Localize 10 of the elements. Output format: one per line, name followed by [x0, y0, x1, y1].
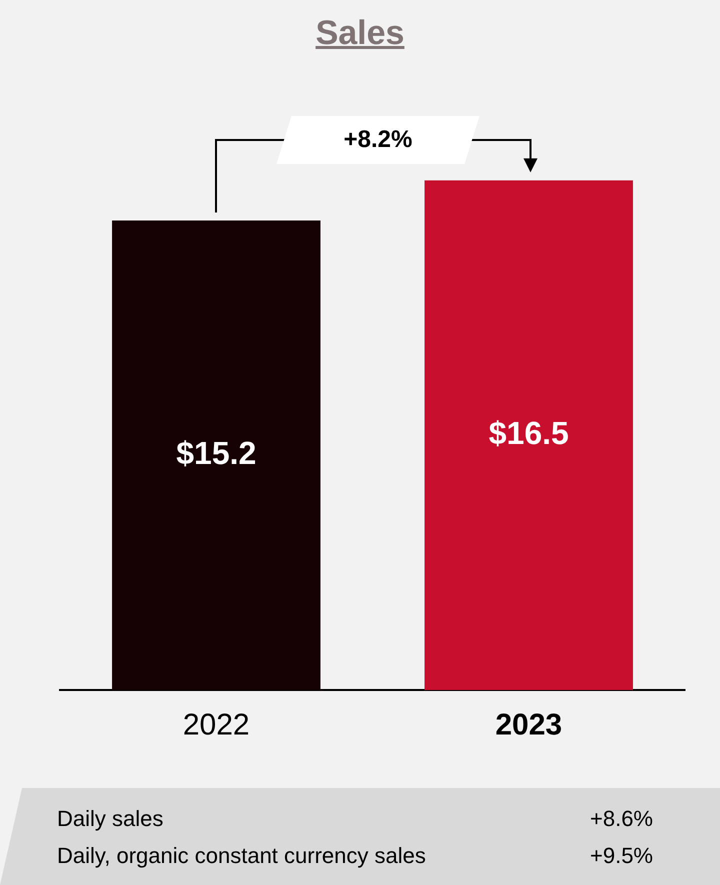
x-tick-label: 2023 [495, 708, 562, 742]
data-label: $15.2 [176, 435, 256, 472]
text: Daily, organic constant currency sales [57, 843, 426, 869]
text: +9.5% [590, 843, 653, 869]
chart-title: Sales [314, 14, 406, 53]
label-box: +8.2% [276, 116, 480, 164]
text: +8.6% [590, 806, 653, 832]
data-label: $16.5 [488, 414, 569, 451]
x-tick-label: 2022 [182, 708, 250, 742]
text: Daily sales [57, 806, 164, 832]
